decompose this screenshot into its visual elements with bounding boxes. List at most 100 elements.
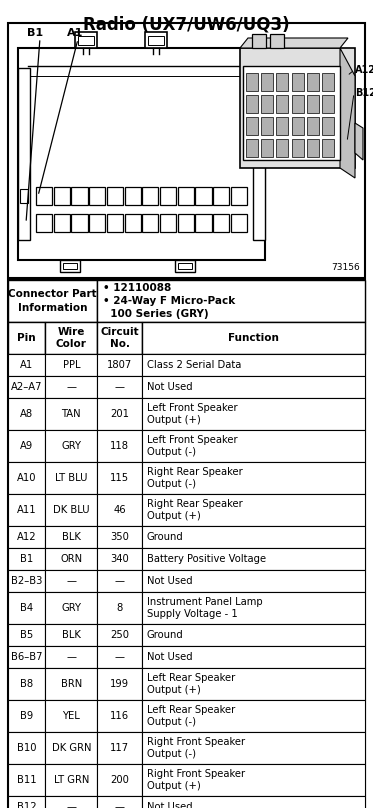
- Text: —: —: [115, 576, 125, 586]
- Text: 8: 8: [116, 603, 123, 613]
- Bar: [97, 796, 142, 808]
- Text: A9: A9: [20, 441, 33, 451]
- Bar: [142, 462, 365, 494]
- Bar: [8, 668, 46, 700]
- Bar: [142, 624, 365, 646]
- Bar: [213, 214, 229, 232]
- Bar: [292, 117, 304, 135]
- Bar: [142, 322, 365, 354]
- Text: BRN: BRN: [61, 679, 82, 689]
- Text: A2–A7: A2–A7: [11, 382, 43, 392]
- Bar: [97, 354, 142, 376]
- Text: —: —: [66, 576, 76, 586]
- Text: PPL: PPL: [63, 360, 80, 370]
- Bar: [142, 796, 365, 808]
- Bar: [322, 74, 334, 91]
- Bar: [8, 376, 46, 398]
- Text: 46: 46: [113, 505, 126, 515]
- Bar: [8, 322, 46, 354]
- Text: Pin: Pin: [18, 333, 36, 343]
- Bar: [246, 74, 258, 91]
- Bar: [46, 322, 97, 354]
- Bar: [89, 214, 105, 232]
- Bar: [107, 214, 123, 232]
- Text: 117: 117: [110, 743, 129, 753]
- Bar: [213, 187, 229, 205]
- Bar: [175, 260, 195, 272]
- Text: B1: B1: [20, 554, 33, 564]
- Bar: [78, 36, 94, 45]
- Bar: [142, 668, 365, 700]
- Bar: [46, 398, 97, 430]
- Text: YEL: YEL: [63, 711, 80, 721]
- Text: Not Used: Not Used: [147, 382, 192, 392]
- Bar: [8, 700, 46, 732]
- Bar: [46, 494, 97, 526]
- Text: Radio (UX7/UW6/UQ3): Radio (UX7/UW6/UQ3): [83, 16, 289, 34]
- Bar: [246, 95, 258, 113]
- Text: Class 2 Serial Data: Class 2 Serial Data: [147, 360, 241, 370]
- Text: 200: 200: [110, 775, 129, 785]
- Text: Connector Part
Information: Connector Part Information: [8, 289, 97, 313]
- Bar: [54, 187, 70, 205]
- Bar: [46, 376, 97, 398]
- Bar: [125, 187, 141, 205]
- Text: ORN: ORN: [60, 554, 82, 564]
- Text: 350: 350: [110, 532, 129, 542]
- Bar: [8, 280, 365, 808]
- Text: —: —: [66, 652, 76, 662]
- Bar: [178, 263, 192, 269]
- Bar: [71, 187, 88, 205]
- Bar: [195, 214, 211, 232]
- Bar: [97, 322, 142, 354]
- Text: 1807: 1807: [107, 360, 132, 370]
- Bar: [46, 430, 97, 462]
- Bar: [261, 140, 273, 157]
- Text: 201: 201: [110, 409, 129, 419]
- Bar: [8, 494, 46, 526]
- Text: Right Front Speaker
Output (+): Right Front Speaker Output (+): [147, 768, 245, 791]
- Text: Circuit
No.: Circuit No.: [100, 326, 139, 349]
- Bar: [142, 430, 365, 462]
- Bar: [97, 624, 142, 646]
- Bar: [97, 764, 142, 796]
- Text: Not Used: Not Used: [147, 802, 192, 808]
- Text: B11: B11: [17, 775, 37, 785]
- Bar: [8, 570, 46, 592]
- Bar: [240, 48, 355, 168]
- Bar: [8, 23, 365, 278]
- Text: TAN: TAN: [62, 409, 81, 419]
- Bar: [292, 74, 304, 91]
- Text: Not Used: Not Used: [147, 652, 192, 662]
- Text: B8: B8: [20, 679, 33, 689]
- Bar: [46, 624, 97, 646]
- Bar: [97, 462, 142, 494]
- Bar: [261, 117, 273, 135]
- Text: A12: A12: [17, 532, 37, 542]
- Bar: [8, 796, 46, 808]
- Bar: [97, 668, 142, 700]
- Bar: [322, 117, 334, 135]
- Text: 199: 199: [110, 679, 129, 689]
- Bar: [97, 732, 142, 764]
- Text: DK BLU: DK BLU: [53, 505, 90, 515]
- Bar: [142, 732, 365, 764]
- Text: 250: 250: [110, 630, 129, 640]
- Text: GRY: GRY: [62, 441, 81, 451]
- Bar: [322, 140, 334, 157]
- Text: 73156: 73156: [331, 263, 360, 272]
- Bar: [253, 68, 265, 240]
- Bar: [46, 548, 97, 570]
- Bar: [97, 526, 142, 548]
- Bar: [54, 214, 70, 232]
- Bar: [243, 66, 340, 160]
- Text: B6–B7: B6–B7: [11, 652, 43, 662]
- Bar: [307, 95, 319, 113]
- Bar: [142, 570, 365, 592]
- Bar: [97, 548, 142, 570]
- Text: A11: A11: [17, 505, 37, 515]
- Bar: [142, 376, 365, 398]
- Bar: [46, 354, 97, 376]
- Polygon shape: [340, 48, 355, 178]
- Text: A1: A1: [20, 360, 33, 370]
